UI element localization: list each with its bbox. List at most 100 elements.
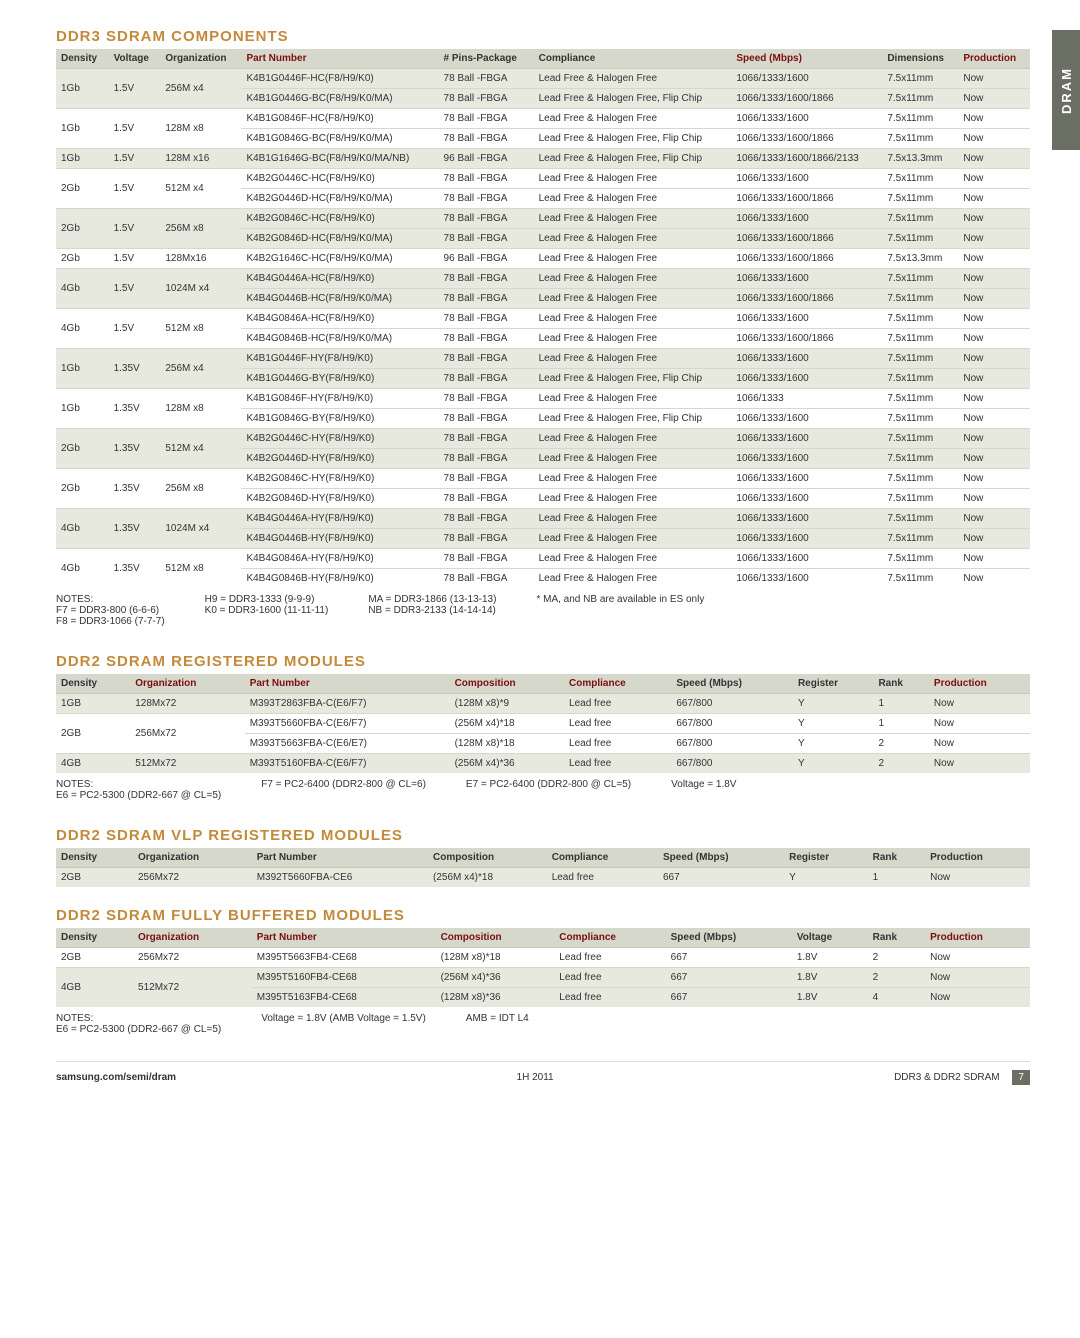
table-cell: Lead free xyxy=(554,988,665,1008)
table-row: 1Gb1.5V128M x16K4B1G1646G-BC(F8/H9/K0/MA… xyxy=(56,149,1030,169)
notes-line: K0 = DDR3-1600 (11-11-11) xyxy=(205,605,329,616)
table-cell: K4B1G0846G-BC(F8/H9/K0/MA) xyxy=(241,129,438,149)
table-cell: 1 xyxy=(873,694,928,714)
table-cell: Y xyxy=(793,714,874,734)
table-cell: 1066/1333/1600 xyxy=(731,309,882,329)
table-row: 2Gb1.5V128Mx16K4B2G1646C-HC(F8/H9/K0/MA)… xyxy=(56,249,1030,269)
table-cell: 7.5x13.3mm xyxy=(882,149,958,169)
ddr2-vlp-table: DensityOrganizationPart NumberCompositio… xyxy=(56,848,1030,887)
page-number: 7 xyxy=(1012,1070,1030,1085)
column-header: Organization xyxy=(133,928,252,948)
table-cell: 667/800 xyxy=(671,714,793,734)
table-cell: 1.35V xyxy=(109,509,161,549)
table-cell: Now xyxy=(958,229,1030,249)
table-cell: Now xyxy=(929,714,1030,734)
table-cell: 1.35V xyxy=(109,389,161,429)
table-cell: Lead free xyxy=(564,754,671,774)
table-cell: 512M x8 xyxy=(160,549,241,589)
notes-column: NOTES:E6 = PC2-5300 (DDR2-667 @ CL=5) xyxy=(56,1013,221,1035)
table-cell: 1066/1333/1600 xyxy=(731,549,882,569)
table-cell: 667/800 xyxy=(671,754,793,774)
notes-column: MA = DDR3-1866 (13-13-13)NB = DDR3-2133 … xyxy=(368,594,496,627)
table-cell: K4B2G0846D-HY(F8/H9/K0) xyxy=(241,489,438,509)
table-cell: Now xyxy=(925,988,1030,1008)
table-cell: 1066/1333/1600 xyxy=(731,469,882,489)
notes-line: NOTES: xyxy=(56,594,165,605)
table-cell: Now xyxy=(958,69,1030,89)
table-cell: 1066/1333/1600 xyxy=(731,529,882,549)
column-header: Register xyxy=(793,674,874,694)
column-header: Speed (Mbps) xyxy=(671,674,793,694)
table-cell: 667/800 xyxy=(671,734,793,754)
table-cell: K4B4G0446A-HC(F8/H9/K0) xyxy=(241,269,438,289)
table-cell: M393T5663FBA-C(E6/E7) xyxy=(245,734,450,754)
table-cell: Lead free xyxy=(564,734,671,754)
table-row: 4GB512Mx72M395T5160FB4-CE68(256M x4)*36L… xyxy=(56,968,1030,988)
table-cell: 1.35V xyxy=(109,469,161,509)
table-cell: 1.8V xyxy=(792,988,868,1008)
table-cell: Lead Free & Halogen Free xyxy=(534,449,732,469)
table-cell: Now xyxy=(958,469,1030,489)
column-header: Production xyxy=(929,674,1030,694)
table-cell: 667 xyxy=(658,868,784,888)
table-cell: Lead free xyxy=(554,968,665,988)
notes-line: H9 = DDR3-1333 (9-9-9) xyxy=(205,594,329,605)
table-cell: 667 xyxy=(666,988,792,1008)
table-cell: Now xyxy=(958,249,1030,269)
column-header: Speed (Mbps) xyxy=(658,848,784,868)
table-cell: 1066/1333/1600/1866 xyxy=(731,229,882,249)
table-cell: K4B4G0846B-HC(F8/H9/K0/MA) xyxy=(241,329,438,349)
table-cell: 78 Ball -FBGA xyxy=(439,89,534,109)
table-cell: 78 Ball -FBGA xyxy=(439,369,534,389)
table-cell: 2Gb xyxy=(56,249,109,269)
table-cell: 4GB xyxy=(56,968,133,1008)
ddr2-fb-title: DDR2 SDRAM FULLY BUFFERED MODULES xyxy=(56,907,1030,924)
footer-section: DDR3 & DDR2 SDRAM 7 xyxy=(894,1072,1030,1083)
notes-line: E6 = PC2-5300 (DDR2-667 @ CL=5) xyxy=(56,1024,221,1035)
column-header: Compliance xyxy=(547,848,658,868)
table-cell: K4B1G0846G-BY(F8/H9/K0) xyxy=(241,409,438,429)
table-cell: 128Mx16 xyxy=(160,249,241,269)
table-cell: 4Gb xyxy=(56,309,109,349)
table-cell: Now xyxy=(958,289,1030,309)
table-cell: 1Gb xyxy=(56,109,109,149)
table-cell: Now xyxy=(925,968,1030,988)
table-cell: 2GB xyxy=(56,714,130,754)
table-cell: Now xyxy=(958,189,1030,209)
table-cell: 1066/1333/1600 xyxy=(731,269,882,289)
table-cell: 1.35V xyxy=(109,349,161,389)
table-cell: Now xyxy=(958,269,1030,289)
table-cell: 78 Ball -FBGA xyxy=(439,129,534,149)
table-cell: Now xyxy=(958,209,1030,229)
column-header: Speed (Mbps) xyxy=(666,928,792,948)
table-cell: 2Gb xyxy=(56,169,109,209)
table-cell: Lead Free & Halogen Free, Flip Chip xyxy=(534,129,732,149)
table-cell: Lead Free & Halogen Free xyxy=(534,189,732,209)
table-cell: 1066/1333/1600/1866 xyxy=(731,329,882,349)
table-cell: Lead Free & Halogen Free xyxy=(534,329,732,349)
table-row: 1Gb1.5V256M x4K4B1G0446F-HC(F8/H9/K0)78 … xyxy=(56,69,1030,89)
table-cell: 78 Ball -FBGA xyxy=(439,509,534,529)
table-cell: 1066/1333/1600 xyxy=(731,489,882,509)
table-cell: 1024M x4 xyxy=(160,269,241,309)
table-cell: 78 Ball -FBGA xyxy=(439,309,534,329)
table-cell: Now xyxy=(958,309,1030,329)
table-cell: 1.5V xyxy=(109,109,161,149)
column-header: # Pins-Package xyxy=(439,49,534,69)
table-cell: 1066/1333/1600 xyxy=(731,369,882,389)
table-cell: (256M x4)*18 xyxy=(428,868,547,888)
table-cell: 512Mx72 xyxy=(133,968,252,1008)
table-cell: 1066/1333/1600/1866 xyxy=(731,249,882,269)
table-cell: 7.5x11mm xyxy=(882,69,958,89)
table-cell: 7.5x11mm xyxy=(882,409,958,429)
table-cell: Now xyxy=(958,429,1030,449)
table-cell: 1066/1333/1600 xyxy=(731,509,882,529)
table-cell: 2GB xyxy=(56,868,133,888)
table-cell: 2 xyxy=(873,754,928,774)
footer-url: samsung.com/semi/dram xyxy=(56,1072,176,1083)
table-cell: Lead Free & Halogen Free xyxy=(534,269,732,289)
ddr3-notes: NOTES:F7 = DDR3-800 (6-6-6)F8 = DDR3-106… xyxy=(56,594,1030,627)
table-cell: 2Gb xyxy=(56,429,109,469)
table-cell: Lead Free & Halogen Free xyxy=(534,389,732,409)
table-cell: Lead Free & Halogen Free xyxy=(534,229,732,249)
